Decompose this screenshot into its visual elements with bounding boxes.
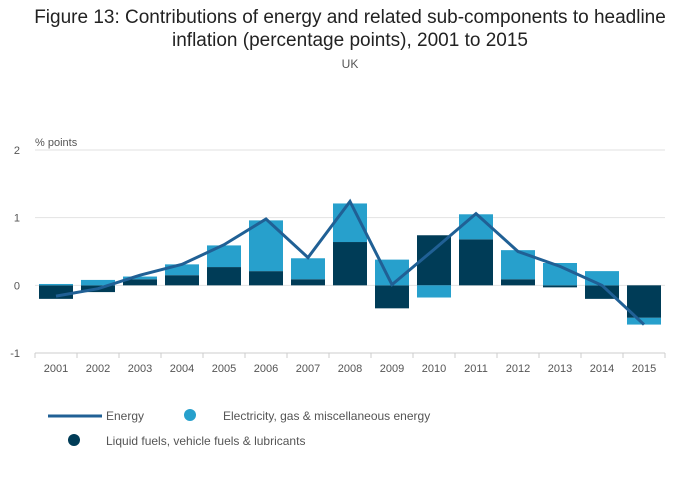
y-tick-label: -1 xyxy=(10,348,20,360)
bar xyxy=(543,285,577,288)
bar xyxy=(333,242,367,286)
bar xyxy=(291,258,325,280)
bar xyxy=(39,285,73,299)
bar xyxy=(417,285,451,298)
bar xyxy=(249,271,283,286)
x-tick-label: 2011 xyxy=(464,363,488,375)
bar xyxy=(459,214,493,240)
x-tick-label: 2007 xyxy=(296,363,320,375)
bar xyxy=(165,275,199,286)
x-tick-label: 2015 xyxy=(632,363,656,375)
bar xyxy=(501,279,535,286)
chart-subtitle: UK xyxy=(341,57,359,71)
bar xyxy=(627,317,661,325)
x-tick-label: 2009 xyxy=(380,363,404,375)
y-tick-label: 1 xyxy=(14,213,20,225)
legend-dot-marker xyxy=(68,434,80,446)
bar xyxy=(291,279,325,286)
x-tick-label: 2002 xyxy=(86,363,110,375)
legend-label: Electricity, gas & miscellaneous energy xyxy=(223,409,430,423)
bar xyxy=(585,271,619,286)
x-tick-label: 2013 xyxy=(548,363,572,375)
legend-dot-marker xyxy=(184,409,196,421)
x-tick-label: 2008 xyxy=(338,363,362,375)
bar xyxy=(165,264,199,276)
legend-label: Liquid fuels, vehicle fuels & lubricants xyxy=(106,434,305,448)
x-tick-label: 2001 xyxy=(44,363,68,375)
x-tick-label: 2006 xyxy=(254,363,278,375)
x-tick-label: 2010 xyxy=(422,363,446,375)
x-tick-label: 2012 xyxy=(506,363,530,375)
bar xyxy=(123,279,157,286)
bar xyxy=(459,239,493,286)
y-axis-label: % points xyxy=(35,137,78,149)
x-tick-label: 2014 xyxy=(590,363,614,375)
x-tick-label: 2004 xyxy=(170,363,194,375)
bar xyxy=(123,276,157,280)
bar xyxy=(585,285,619,299)
chart-title: Figure 13: Contributions of energy and r… xyxy=(34,7,666,51)
bar xyxy=(375,285,409,309)
x-tick-label: 2005 xyxy=(212,363,236,375)
bar xyxy=(39,283,73,286)
legend-label: Energy xyxy=(106,409,144,423)
bar xyxy=(207,267,241,286)
bar xyxy=(81,279,115,286)
energy-line xyxy=(55,198,646,326)
bar xyxy=(207,245,241,268)
x-tick-label: 2003 xyxy=(128,363,152,375)
y-tick-label: 2 xyxy=(14,145,20,157)
y-tick-label: 0 xyxy=(14,280,20,292)
